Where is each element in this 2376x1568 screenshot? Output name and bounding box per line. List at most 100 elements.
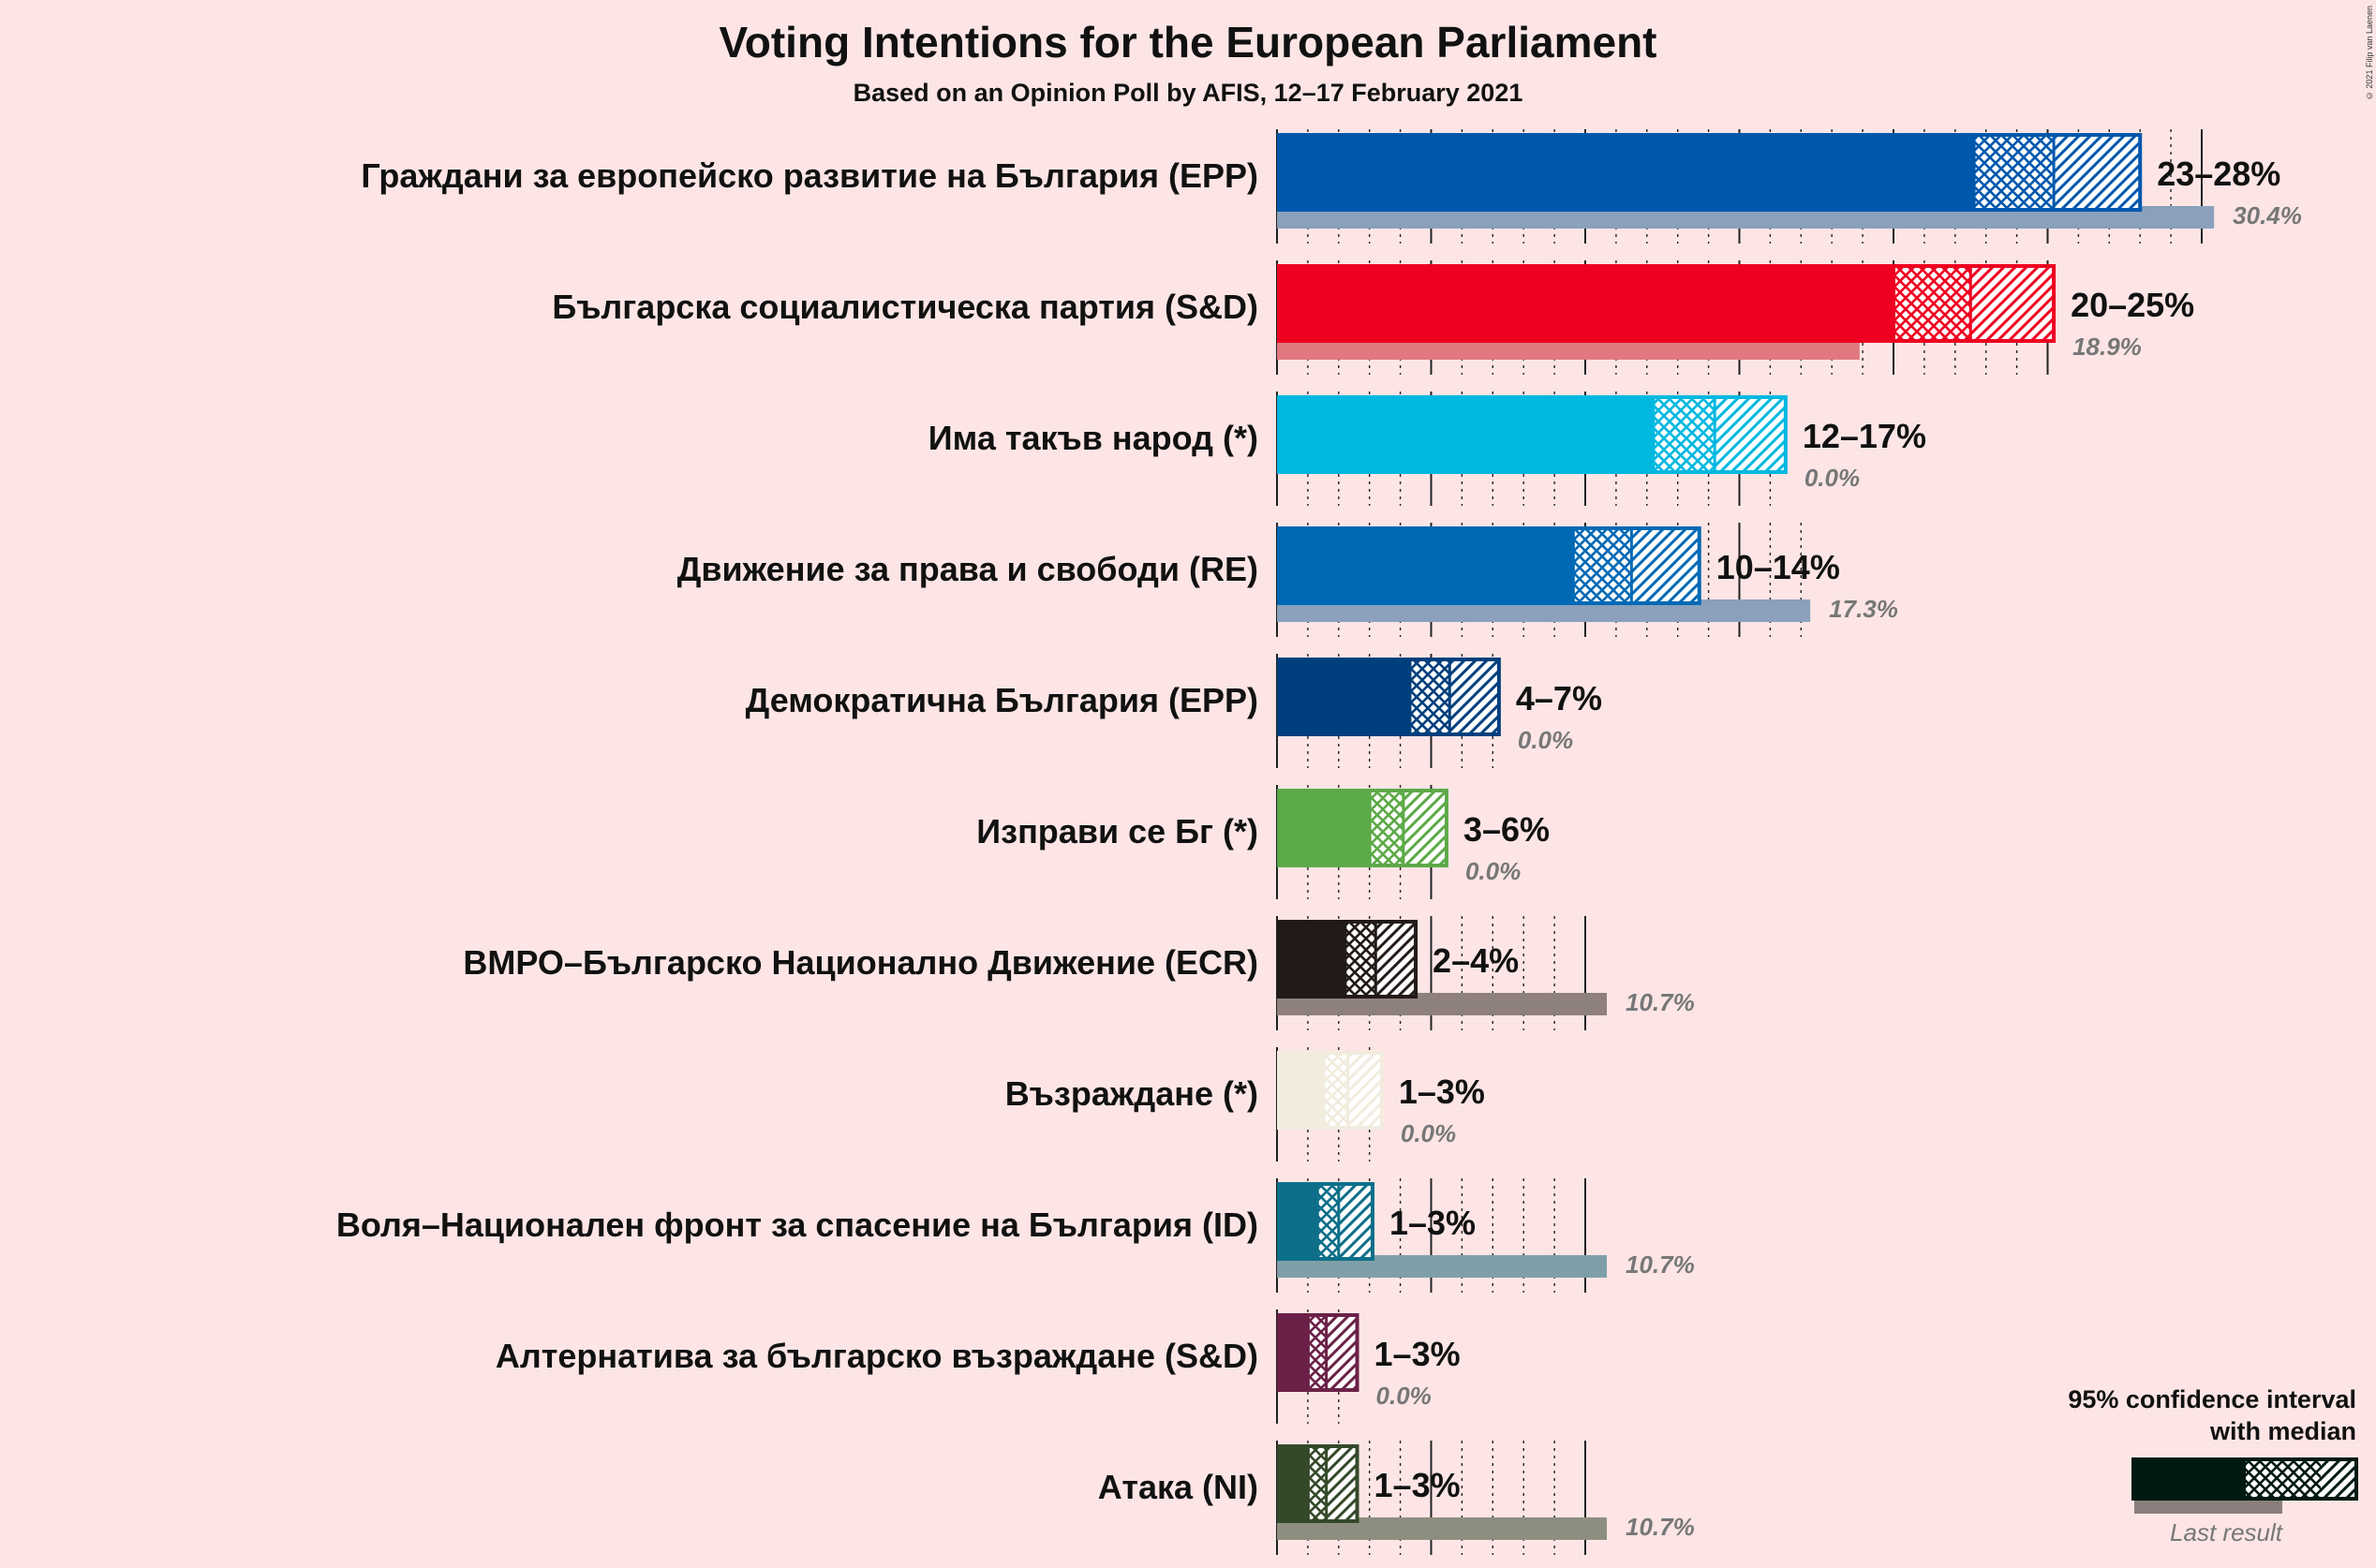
ci-outline [1407, 658, 1501, 736]
ci-upper-segment [1449, 658, 1499, 736]
ci-upper-segment [1715, 395, 1786, 474]
ci-lower-segment [1973, 133, 2055, 212]
party-name: Има такъв народ (*) [928, 419, 1258, 457]
party-row [1277, 264, 2057, 360]
range-label: 20–25% [2071, 286, 2194, 324]
range-label: 3–6% [1463, 810, 1550, 849]
last-result-label: 0.0% [1804, 464, 1860, 492]
chart-title: Voting Intentions for the European Parli… [719, 18, 1657, 67]
party-name: Атака (NI) [1098, 1468, 1258, 1506]
party-name: Алтернатива за българско възраждане (S&D… [496, 1337, 1258, 1375]
last-result-label: 17.3% [1829, 595, 1898, 623]
ci-lower-segment [1653, 395, 1715, 474]
ci-outline [1892, 264, 2057, 343]
ci-upper-segment [1338, 1182, 1373, 1261]
last-result-label: 18.9% [2072, 333, 2142, 361]
legend-ci-outline [2242, 1457, 2358, 1501]
range-label: 2–4% [1433, 941, 1519, 980]
party-row [1277, 789, 1448, 867]
party-row [1277, 658, 1501, 736]
last-result-label: 10.7% [1626, 1513, 1695, 1541]
party-name: Възраждане (*) [1005, 1074, 1258, 1113]
ci-lower-segment [1369, 789, 1403, 867]
party-row [1277, 526, 1811, 622]
party-bars: Граждани за европейско развитие на Бълга… [336, 133, 2302, 1541]
range-label: 12–17% [1803, 417, 1926, 455]
last-result-label: 10.7% [1626, 1250, 1695, 1279]
ci-lower-segment [1409, 658, 1450, 736]
ci-upper-segment [1326, 1313, 1358, 1392]
ci-outline [1305, 1444, 1359, 1523]
legend-subtitle: with median [2209, 1417, 2356, 1445]
ci-outline [1343, 920, 1418, 998]
ci-upper-segment [1347, 1051, 1382, 1130]
ci-outline [1570, 526, 1701, 605]
last-result-label: 0.0% [1518, 726, 1573, 754]
party-name: ВМРО–Българско Национално Движение (ECR) [463, 943, 1258, 982]
solid-bar [1277, 526, 1573, 605]
party-row [1277, 920, 1608, 1015]
range-label: 10–14% [1716, 548, 1840, 586]
ci-lower-segment [1307, 1444, 1327, 1523]
ci-upper-segment [1326, 1444, 1358, 1523]
ci-upper-segment [1403, 789, 1447, 867]
ci-outline [1305, 1313, 1359, 1392]
ci-outline [1971, 133, 2143, 212]
solid-bar [1277, 1444, 1308, 1523]
party-name: Изправи се Бг (*) [976, 812, 1258, 851]
solid-bar [1277, 264, 1893, 343]
last-result-label: 10.7% [1626, 988, 1695, 1016]
solid-bar [1277, 920, 1345, 998]
legend-solid-swatch [2131, 1457, 2244, 1501]
party-row [1277, 1444, 1608, 1540]
party-row [1277, 395, 1788, 474]
ci-lower-segment [1572, 526, 1632, 605]
solid-bar [1277, 1182, 1317, 1261]
solid-bar [1277, 1051, 1324, 1130]
solid-bar [1277, 133, 1974, 212]
party-row [1277, 1313, 1359, 1392]
ci-upper-segment [2054, 133, 2141, 212]
party-name: Демократична България (EPP) [746, 681, 1258, 719]
ci-lower-segment [1893, 264, 1971, 343]
solid-bar [1277, 789, 1370, 867]
ci-outline [1321, 1051, 1384, 1130]
last-result-label: 30.4% [2233, 201, 2302, 229]
last-result-label: 0.0% [1465, 857, 1521, 885]
last-result-label: 0.0% [1376, 1382, 1432, 1410]
party-name: Воля–Национален фронт за спасение на Бъл… [336, 1206, 1258, 1244]
ci-lower-segment [1344, 920, 1376, 998]
party-row [1277, 1051, 1384, 1130]
range-label: 1–3% [1389, 1204, 1476, 1242]
ci-lower-segment [1316, 1182, 1339, 1261]
legend-title: 95% confidence interval [2068, 1385, 2356, 1413]
legend-hatch-swatch [2321, 1457, 2356, 1501]
legend-last-result-swatch [2134, 1499, 2282, 1514]
solid-bar [1277, 395, 1654, 474]
range-label: 1–3% [1399, 1072, 1485, 1111]
chart-subtitle: Based on an Opinion Poll by AFIS, 12–17 … [853, 79, 1523, 107]
legend-last-result-label: Last result [2170, 1518, 2284, 1546]
chart-legend: 95% confidence interval with median Last r… [2068, 1385, 2358, 1546]
range-label: 1–3% [1374, 1335, 1461, 1373]
ci-lower-segment [1307, 1313, 1327, 1392]
party-name: Българска социалистическа партия (S&D) [552, 288, 1258, 326]
party-row [1277, 133, 2215, 229]
range-label: 1–3% [1374, 1466, 1461, 1504]
ci-outline [1314, 1182, 1374, 1261]
party-name: Движение за права и свободи (RE) [677, 550, 1258, 588]
ci-outline [1651, 395, 1788, 474]
range-label: 4–7% [1516, 679, 1602, 717]
solid-bar [1277, 1313, 1308, 1392]
party-row [1277, 1182, 1608, 1278]
ci-upper-segment [1970, 264, 2055, 343]
party-name: Граждани за европейско развитие на Бълга… [361, 156, 1258, 195]
ci-lower-segment [1323, 1051, 1348, 1130]
ci-upper-segment [1631, 526, 1700, 605]
ci-upper-segment [1375, 920, 1417, 998]
ci-outline [1367, 789, 1448, 867]
last-result-label: 0.0% [1401, 1119, 1456, 1147]
legend-cross-swatch [2244, 1457, 2321, 1501]
solid-bar [1277, 658, 1410, 736]
